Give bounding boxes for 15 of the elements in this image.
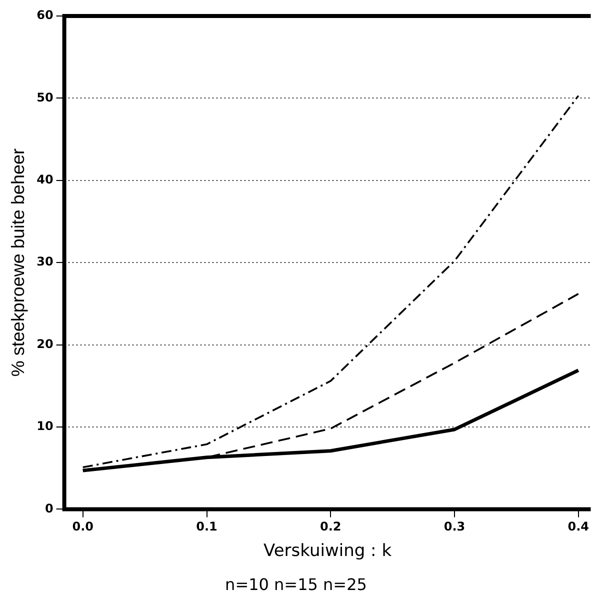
x-tick-label: 0.0 <box>72 520 94 534</box>
x-tick-label: 0.1 <box>196 520 218 534</box>
x-tick-label: 0.4 <box>568 520 590 534</box>
y-tick-label: 40 <box>36 172 54 187</box>
y-tick-label: 30 <box>36 254 54 269</box>
x-tick-label: 0.3 <box>444 520 466 534</box>
y-tick-label: 20 <box>36 336 54 351</box>
y-tick-label: 10 <box>36 419 54 434</box>
y-axis-title: % steekproewe buite beheer <box>8 148 28 377</box>
text: n=10 n=15 n=25 <box>224 575 368 594</box>
y-tick-label: 50 <box>36 90 54 104</box>
y-tick-label: 60 <box>36 8 54 22</box>
x-tick-label: 0.2 <box>320 520 342 534</box>
x-axis-title: Verskuiwing : k <box>264 541 392 562</box>
y-tick-label: 0 <box>44 501 54 516</box>
